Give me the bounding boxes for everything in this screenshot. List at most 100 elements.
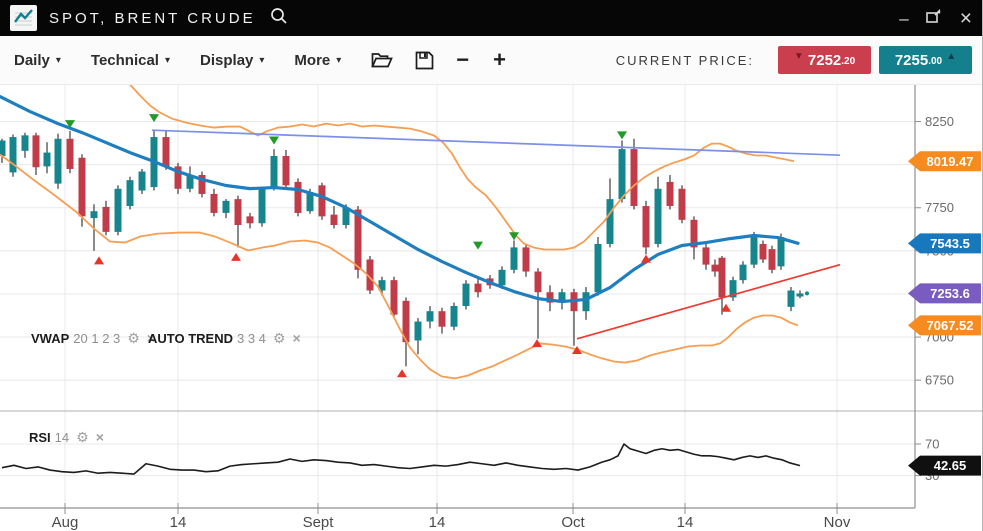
time-tick-label: 14: [429, 514, 446, 531]
candle-body: [318, 185, 326, 217]
candle-body: [402, 300, 410, 343]
candle-body: [246, 216, 254, 224]
price-tag: [908, 151, 981, 172]
search-icon[interactable]: [270, 7, 288, 30]
save-icon[interactable]: [415, 51, 434, 70]
candle-body: [630, 149, 638, 207]
zoom-out-button[interactable]: −: [456, 47, 470, 72]
sell-signal-marker: [473, 241, 483, 250]
popout-button[interactable]: [925, 9, 943, 27]
bid-price-value: 7252: [807, 51, 842, 69]
candle-body: [66, 138, 74, 169]
price-chart[interactable]: 82508000775075007250700067507030Aug14Sep…: [0, 85, 983, 531]
candle-body: [126, 180, 134, 207]
time-tick-label: Sept: [303, 514, 335, 531]
gear-icon[interactable]: ⚙: [76, 429, 89, 445]
gear-icon[interactable]: ⚙: [272, 330, 286, 346]
sell-signal-marker: [65, 120, 75, 129]
ask-price-button[interactable]: 7255.00 ▲: [879, 46, 972, 74]
candle-body: [366, 259, 374, 291]
buy-signal-marker: [397, 369, 407, 378]
current-price-dot: [805, 291, 809, 296]
price-tick-label: 8250: [925, 114, 954, 129]
chevron-down-icon: ▾: [55, 54, 61, 66]
candle-body: [330, 214, 338, 225]
toolbar: Daily ▾ Technical ▾ Display ▾ More ▾: [0, 36, 982, 85]
close-icon[interactable]: ×: [292, 330, 301, 346]
candle-body: [414, 321, 422, 341]
candle-body: [342, 207, 350, 225]
candle-body: [787, 290, 795, 307]
candle-body: [186, 174, 194, 189]
time-tick-label: 14: [170, 514, 187, 531]
sell-signal-marker: [509, 232, 519, 241]
candle-body: [162, 137, 170, 167]
buy-signal-marker: [231, 252, 241, 261]
zoom-in-button[interactable]: +: [493, 47, 506, 72]
candle-body: [534, 271, 542, 293]
auto-trend-resistance-line: [151, 129, 841, 157]
candle-body: [642, 206, 650, 248]
price-tag-value: 7543.5: [930, 236, 970, 251]
gear-icon[interactable]: ⚙: [127, 330, 140, 346]
candle-body: [32, 135, 40, 168]
ask-price-value: 7255: [894, 51, 929, 69]
close-icon[interactable]: ×: [146, 330, 156, 346]
rsi-value-tag-value: 42.65: [934, 458, 967, 473]
candle-body: [222, 200, 230, 213]
candle-body: [582, 292, 590, 312]
candle-body: [198, 174, 206, 194]
candle-body: [498, 269, 506, 286]
bid-price-button[interactable]: ▼ 7252.20: [778, 46, 871, 74]
candle-body: [21, 135, 29, 151]
candle-body: [678, 188, 686, 220]
candle-body: [739, 264, 747, 281]
candle-body: [438, 311, 446, 327]
candle-body: [654, 188, 662, 244]
vwap-line: [0, 94, 800, 304]
price-tag-value: 8019.47: [927, 154, 974, 169]
time-tick-label: Aug: [52, 514, 79, 531]
menu-display[interactable]: Display ▾: [200, 51, 265, 69]
auto-trend-indicator-label: AUTO TREND 3 3 4 ⚙ ×: [148, 330, 301, 346]
vwap-lower-band-line: [0, 153, 799, 380]
buy-signal-marker: [721, 303, 731, 312]
price-tick-label: 7750: [925, 200, 954, 215]
candle-body: [138, 171, 146, 191]
candle-body: [354, 209, 362, 270]
current-price-label: CURRENT PRICE:: [615, 52, 754, 68]
minimize-button[interactable]: –: [899, 8, 909, 28]
menu-more[interactable]: More ▾: [294, 51, 342, 69]
sell-signal-marker: [149, 114, 159, 123]
candle-body: [234, 199, 242, 225]
candle-body: [426, 311, 434, 322]
candle-body: [258, 188, 266, 224]
candle-body: [390, 280, 398, 315]
candle-body: [474, 283, 482, 293]
price-tag-value: 7253.6: [930, 286, 970, 301]
buy-signal-marker: [572, 345, 582, 354]
rsi-value-tag: [908, 455, 981, 476]
menu-daily[interactable]: Daily ▾: [14, 51, 61, 69]
candle-body: [718, 257, 726, 298]
auto-trend-support-line: [576, 263, 841, 340]
candle-body: [174, 166, 182, 189]
close-button[interactable]: ×: [959, 6, 972, 30]
candle-body: [282, 156, 290, 186]
candle-body: [729, 280, 737, 298]
candle-body: [78, 157, 86, 217]
close-icon[interactable]: ×: [95, 429, 104, 445]
rsi-tick-label: 70: [925, 437, 939, 452]
sell-signal-marker: [617, 131, 627, 140]
candle-body: [510, 247, 518, 270]
time-tick-label: Nov: [824, 514, 851, 531]
menu-technical[interactable]: Technical ▾: [90, 51, 171, 69]
candle-body: [0, 140, 6, 157]
window-title: SPOT, BRENT CRUDE: [49, 9, 256, 27]
open-folder-icon[interactable]: [371, 51, 394, 69]
price-tag: [908, 233, 981, 254]
chart-area: 82508000775075007250700067507030Aug14Sep…: [0, 85, 983, 531]
rsi-line: [1, 443, 801, 475]
candle-body: [9, 137, 17, 173]
